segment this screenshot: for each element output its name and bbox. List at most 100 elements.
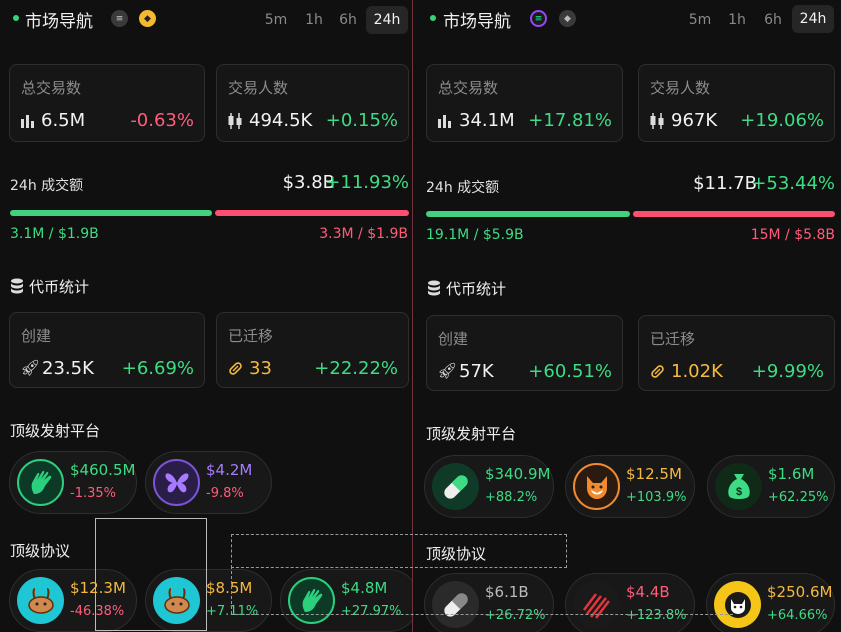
- sell-volume-text: 3.3M / $1.9B: [319, 226, 408, 242]
- volume-change: +53.44%: [751, 173, 835, 194]
- top-protocols-title: 顶级协议: [10, 542, 71, 560]
- rocket-icon: 🚀︎: [20, 358, 41, 377]
- launchpad-change: +88.2%: [485, 490, 538, 505]
- timeframe-24h[interactable]: 24h: [792, 5, 834, 33]
- token-stats-title: 代币统计: [446, 280, 507, 298]
- traders-change: +0.15%: [325, 110, 398, 131]
- hand-icon: [288, 577, 335, 624]
- timeframe-5m[interactable]: 5m: [264, 12, 288, 28]
- stripes-icon: [573, 581, 620, 628]
- migrated-value: 33: [249, 358, 272, 379]
- bnb-chain-icon[interactable]: ◆: [559, 10, 576, 27]
- launchpad-item[interactable]: $460.5M -1.35%: [9, 451, 137, 514]
- bunny-icon: [153, 577, 200, 624]
- buy-volume-text: 3.1M / $1.9B: [10, 226, 99, 242]
- top-launchpads-title: 顶级发射平台: [426, 425, 517, 443]
- status-dot: [13, 15, 19, 21]
- created-change: +60.51%: [528, 361, 612, 382]
- buy-volume-bar: [426, 211, 630, 217]
- launchpad-value: $460.5M: [70, 461, 136, 479]
- protocol-change: +64.66%: [767, 608, 828, 623]
- protocol-value: $12.3M: [70, 579, 126, 597]
- protocol-change: +123.8%: [626, 608, 687, 623]
- traders-value: 494.5K: [249, 110, 313, 131]
- launchpad-change: +103.9%: [626, 490, 687, 505]
- launchpad-value: $1.6M: [768, 465, 815, 483]
- sell-volume-bar: [633, 211, 835, 217]
- timeframe-1h[interactable]: 1h: [728, 12, 746, 28]
- protocol-change: +26.72%: [485, 608, 546, 623]
- protocol-value: $8.5M: [206, 579, 253, 597]
- volume-total: $11.7B: [693, 173, 757, 194]
- protocol-change: +7.11%: [206, 604, 259, 619]
- protocol-item[interactable]: $12.3M -46.38%: [9, 569, 137, 632]
- volume-change: +11.93%: [325, 172, 409, 193]
- pill-capsule-icon: [651, 365, 664, 378]
- butterfly-icon: [153, 459, 200, 506]
- protocol-item[interactable]: $250.6M +64.66%: [706, 573, 835, 632]
- migrated-card: 已迁移 33 +22.22%: [216, 312, 409, 388]
- pill-icon: [432, 581, 479, 628]
- migrated-label: 已迁移: [228, 327, 274, 345]
- buy-volume-text: 19.1M / $5.9B: [426, 227, 524, 243]
- migrated-value: 1.02K: [671, 361, 723, 382]
- money-bag-icon: $: [715, 463, 762, 510]
- total-transactions-label: 总交易数: [21, 79, 82, 97]
- protocol-item[interactable]: $4.8M +27.97%: [280, 569, 413, 632]
- hand-icon: [17, 459, 64, 506]
- timeframe-1h[interactable]: 1h: [305, 12, 323, 28]
- solana-chain-icon[interactable]: ≡: [111, 10, 128, 27]
- solana-chain-icon[interactable]: ≡: [530, 10, 547, 27]
- traders-label: 交易人数: [650, 79, 711, 97]
- protocol-item[interactable]: $8.5M +7.11%: [145, 569, 272, 632]
- pill-icon: [432, 463, 479, 510]
- market-panel-left: 市场导航 ≡ ◆ 5m 1h 6h 24h 总交易数 6.5M -0.63% 交…: [0, 0, 413, 632]
- created-change: +6.69%: [121, 358, 194, 379]
- total-transactions-change: +17.81%: [528, 110, 612, 131]
- launchpad-item[interactable]: $4.2M -9.8%: [145, 451, 272, 514]
- rocket-icon: 🚀︎: [437, 361, 458, 380]
- timeframe-5m[interactable]: 5m: [688, 12, 712, 28]
- volume-total: $3.8B: [282, 172, 335, 193]
- traders-label: 交易人数: [228, 79, 289, 97]
- panel-divider: [412, 0, 413, 632]
- migrated-change: +9.99%: [751, 361, 824, 382]
- database-icon: [428, 280, 440, 296]
- migrated-label: 已迁移: [650, 330, 696, 348]
- created-label: 创建: [21, 327, 52, 345]
- created-value: 23.5K: [42, 358, 94, 379]
- created-value: 57K: [459, 361, 494, 382]
- launchpad-change: +62.25%: [768, 490, 829, 505]
- sell-volume-bar: [215, 210, 409, 216]
- created-card: 创建 🚀︎ 23.5K +6.69%: [9, 312, 205, 388]
- launchpad-value: $12.5M: [626, 465, 682, 483]
- token-stats-title: 代币统计: [29, 278, 90, 296]
- bnb-chain-icon[interactable]: ◆: [139, 10, 156, 27]
- timeframe-24h[interactable]: 24h: [366, 6, 408, 34]
- traders-change: +19.06%: [740, 110, 824, 131]
- launchpad-item[interactable]: $340.9M +88.2%: [424, 455, 554, 518]
- launchpad-item[interactable]: $ $1.6M +62.25%: [707, 455, 835, 518]
- launchpad-change: -9.8%: [206, 486, 244, 501]
- market-panel-right: 市场导航 ≡ ◆ 5m 1h 6h 24h 总交易数 34.1M +17.81%…: [414, 0, 841, 632]
- candlestick-icon: [650, 113, 664, 129]
- traders-card: 交易人数 494.5K +0.15%: [216, 64, 409, 142]
- protocol-item[interactable]: $4.4B +123.8%: [565, 573, 695, 632]
- total-transactions-change: -0.63%: [130, 110, 194, 131]
- launchpad-value: $4.2M: [206, 461, 253, 479]
- panel-title: 市场导航: [443, 12, 511, 32]
- panel-title: 市场导航: [25, 12, 93, 32]
- protocol-value: $250.6M: [767, 583, 833, 601]
- candlestick-icon: [228, 113, 242, 129]
- sell-volume-text: 15M / $5.8B: [750, 227, 835, 243]
- bunny-icon: [17, 577, 64, 624]
- top-launchpads-title: 顶级发射平台: [10, 422, 101, 440]
- timeframe-6h[interactable]: 6h: [339, 12, 357, 28]
- pill-capsule-icon: [229, 362, 242, 375]
- timeframe-6h[interactable]: 6h: [764, 12, 782, 28]
- launchpad-item[interactable]: $12.5M +103.9%: [565, 455, 695, 518]
- protocol-change: -46.38%: [70, 604, 125, 619]
- protocol-item[interactable]: $6.1B +26.72%: [424, 573, 554, 632]
- created-card: 创建 🚀︎ 57K +60.51%: [426, 315, 623, 391]
- launchpad-change: -1.35%: [70, 486, 116, 501]
